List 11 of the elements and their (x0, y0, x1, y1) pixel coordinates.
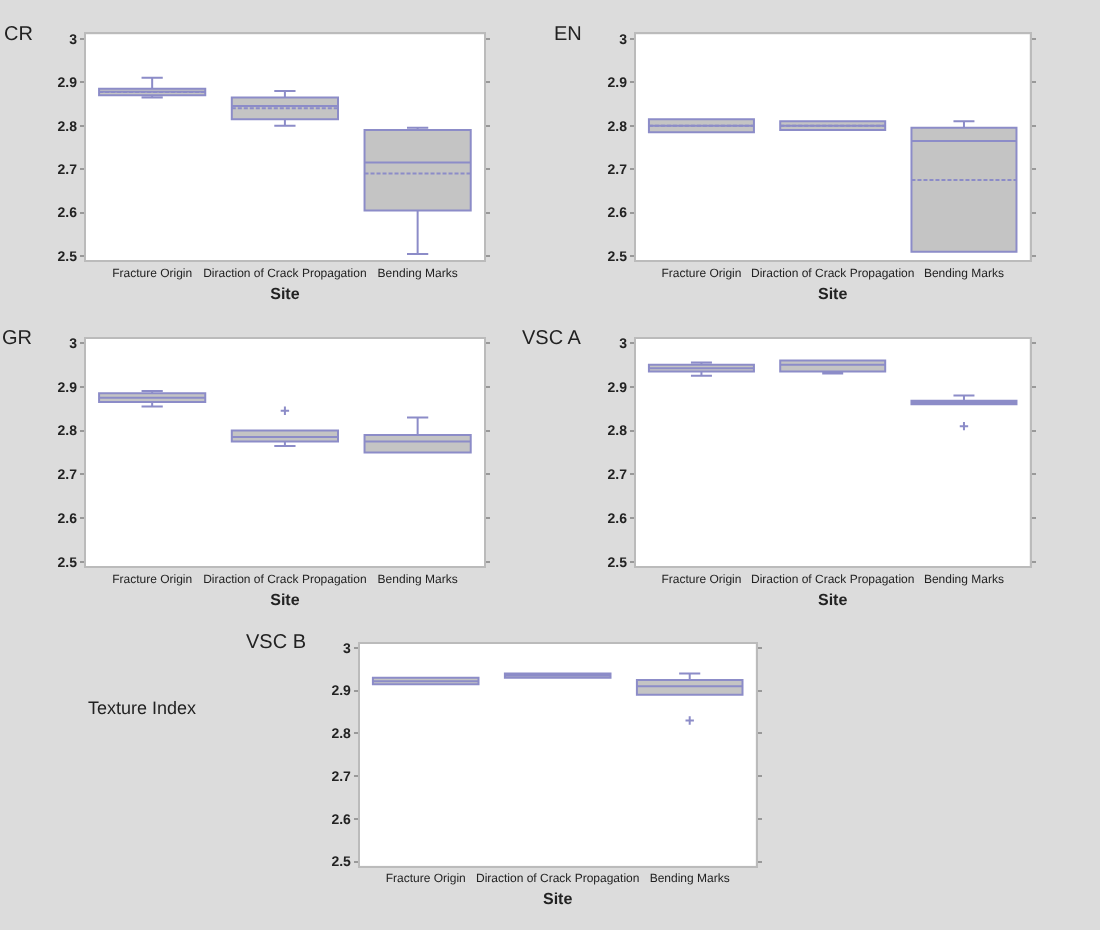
chart-title: EN (554, 24, 582, 46)
x-axis-title: Site (543, 890, 574, 909)
y-axis-title: Texture Index (88, 698, 198, 718)
x-axis-title: Site (270, 590, 301, 609)
x-axis-title: Site (818, 590, 849, 609)
chart-title: VSC A (522, 328, 582, 350)
chart-title: CR (4, 24, 33, 46)
chart-title: GR (2, 328, 32, 350)
x-axis-title: Site (270, 285, 301, 303)
x-axis-title: Site (818, 285, 849, 303)
chart-title: VSC B (246, 632, 307, 654)
